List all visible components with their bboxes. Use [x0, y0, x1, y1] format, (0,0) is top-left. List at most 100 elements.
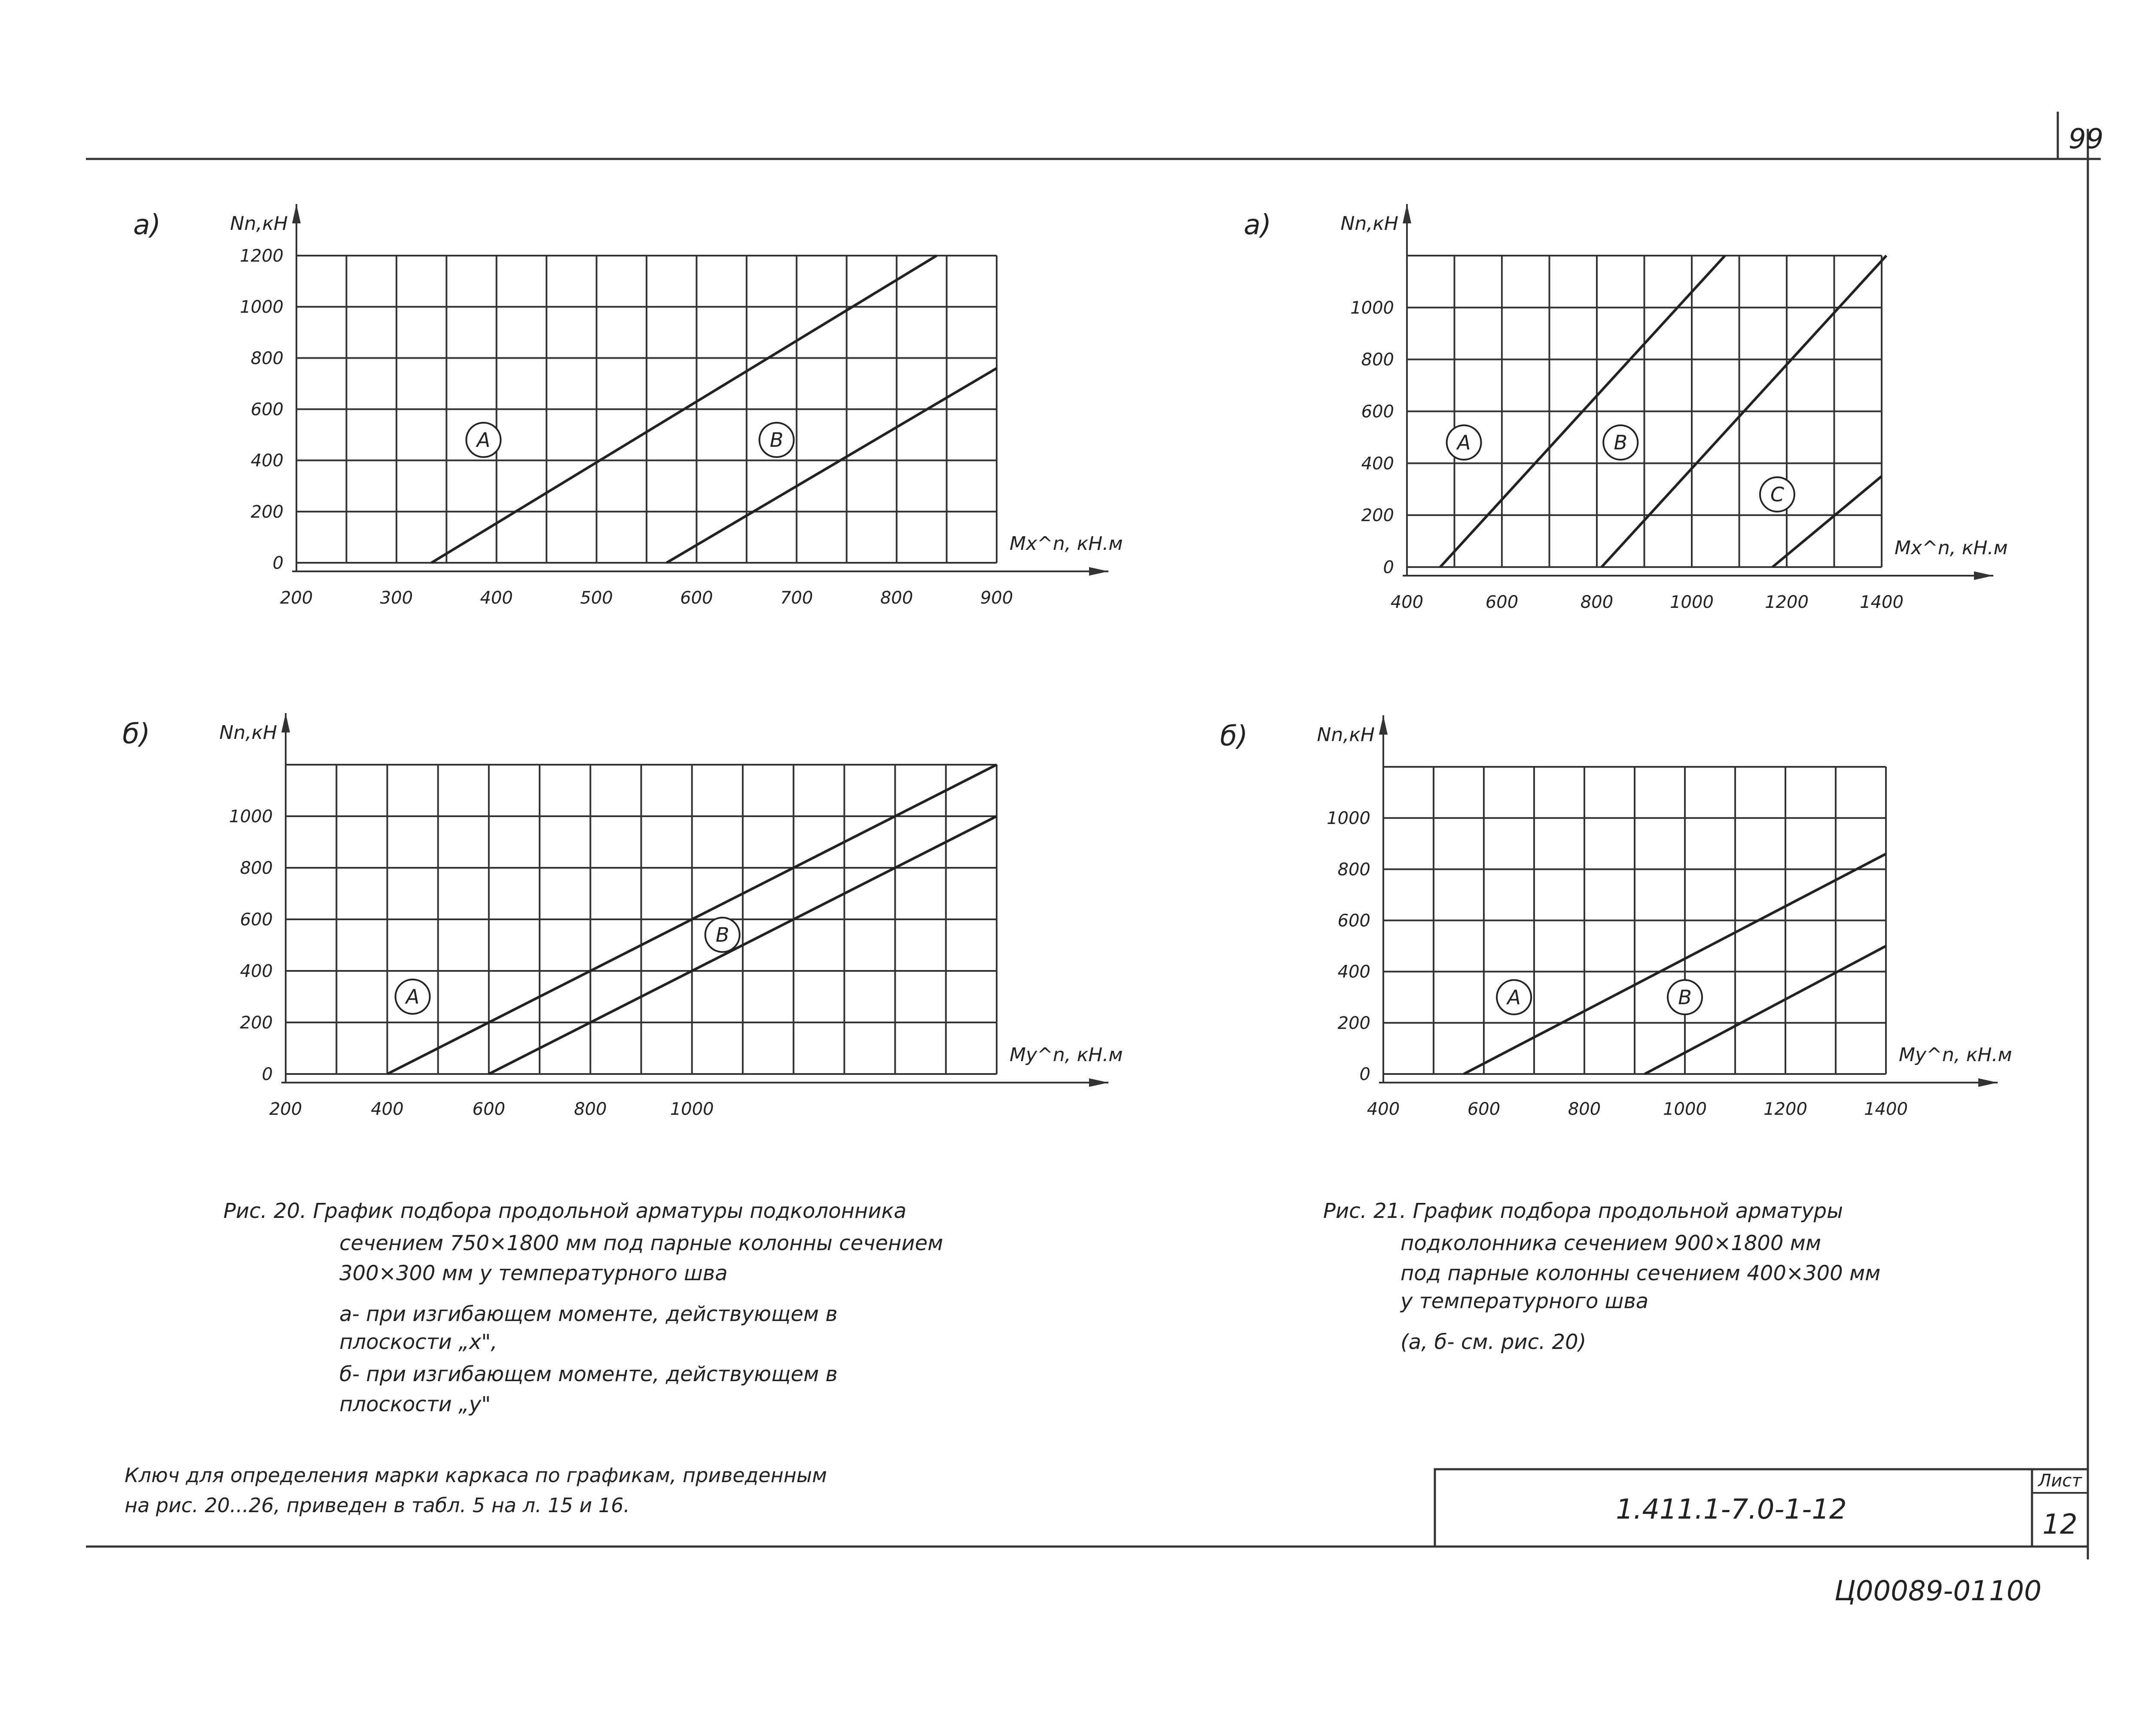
y-axis-arrow: [281, 713, 290, 732]
x-tick-label: 1200: [1764, 1099, 1807, 1119]
y-tick-label: 800: [240, 858, 273, 878]
y-axis-label: Nn,кН: [1341, 213, 1398, 235]
footnote-line: на рис. 20...26, приведен в табл. 5 на л…: [125, 1494, 630, 1517]
caption-fig20-line: плоскости „x",: [339, 1330, 497, 1354]
x-tick-label: 1000: [670, 1099, 714, 1119]
x-tick-label: 200: [269, 1099, 302, 1119]
y-tick-label: 200: [1338, 1013, 1370, 1033]
series-marker-circle: [465, 422, 502, 458]
series-marker-label: А: [476, 428, 490, 452]
x-tick-label: 200: [280, 588, 313, 608]
caption-fig20: Рис. 20. График подбора продольной армат…: [223, 1199, 943, 1416]
x-axis-arrow: [1974, 571, 1993, 580]
y-tick-label: 400: [1361, 454, 1394, 473]
caption-fig21-line: подколонника сечением 900×1800 мм: [1400, 1231, 1821, 1255]
footnote-line: Ключ для определения марки каркаса по гр…: [125, 1464, 827, 1487]
sheet-value: 12: [2042, 1509, 2077, 1541]
y-tick-label: 400: [240, 961, 273, 981]
y-tick-label: 0: [273, 553, 284, 573]
series-line: [1439, 254, 1726, 568]
footnote: Ключ для определения марки каркаса по гр…: [125, 1464, 827, 1517]
y-axis-label: Nn,кН: [220, 722, 277, 744]
series-marker-label: С: [1770, 483, 1784, 506]
x-tick-label: 400: [1367, 1099, 1400, 1119]
x-tick-label: 400: [1391, 592, 1423, 612]
y-tick-label: 600: [240, 910, 273, 930]
chart-fig20-a: 0 200 400 600 800 1000 1200 200 300 400 500 600 700 8…: [133, 204, 1123, 608]
x-axis-label: Mx^n, кН.м: [1010, 533, 1123, 555]
y-tick-label: 200: [1361, 506, 1394, 525]
y-tick-label: 400: [1338, 962, 1370, 982]
series-marker-label: В: [716, 923, 729, 946]
x-tick-label: 800: [880, 588, 913, 608]
panel-label: б): [122, 718, 150, 750]
x-axis-arrow: [1978, 1078, 1998, 1087]
series-marker-circle: [758, 422, 795, 458]
panel-label: а): [1244, 209, 1271, 241]
series-line: [430, 254, 937, 564]
title-block-frame: [1434, 1468, 2089, 1548]
x-tick-label: 1400: [1864, 1099, 1908, 1119]
caption-fig20-line: б- при изгибающем моменте, действующем в: [339, 1362, 838, 1386]
caption-fig20-line: 300×300 мм у температурного шва: [339, 1261, 728, 1285]
x-tick-label: 500: [580, 588, 613, 608]
y-tick-label: 600: [251, 400, 284, 420]
y-tick-label: 0: [262, 1065, 273, 1084]
y-tick-label: 600: [1361, 402, 1394, 422]
x-axis-arrow: [1089, 1078, 1108, 1087]
x-tick-label: 800: [574, 1099, 607, 1119]
caption-fig21-line: у температурного шва: [1400, 1289, 1648, 1313]
x-axis-arrow: [1089, 567, 1108, 576]
caption-fig21-line: Рис. 21. График подбора продольной армат…: [1323, 1199, 1843, 1223]
series-marker-circle: [1759, 476, 1795, 513]
y-axis-arrow: [1403, 204, 1411, 223]
series-marker-label: А: [405, 985, 419, 1008]
x-tick-label: 600: [1468, 1099, 1500, 1119]
x-tick-label: 1000: [1663, 1099, 1707, 1119]
x-tick-label: 800: [1580, 592, 1613, 612]
x-tick-label: 1200: [1765, 592, 1809, 612]
y-tick-label: 0: [1360, 1065, 1370, 1084]
series-marker-label: А: [1456, 431, 1471, 454]
series-marker-circle: [1446, 424, 1482, 461]
panel-label: б): [1220, 720, 1248, 752]
series-line: [1600, 254, 1888, 568]
series-marker-label: В: [1614, 431, 1627, 454]
sheet-label: Лист: [2037, 1471, 2082, 1491]
x-axis-label: My^n, кН.м: [1010, 1044, 1123, 1066]
caption-fig21-line: (а, б- см. рис. 20): [1400, 1330, 1586, 1354]
y-tick-label: 1200: [240, 246, 284, 266]
caption-fig21: Рис. 21. График подбора продольной армат…: [1323, 1199, 1880, 1354]
chart-fig21-a: 0 200 400 600 800 1000 400 600 800 1000 1200 1400 Nn…: [1244, 204, 2008, 612]
y-tick-label: 1000: [229, 807, 273, 827]
y-tick-label: 200: [251, 502, 284, 522]
y-tick-label: 800: [1338, 860, 1370, 879]
y-tick-label: 200: [240, 1013, 273, 1033]
series-marker-label: В: [1678, 985, 1692, 1009]
x-tick-label: 600: [680, 588, 713, 608]
y-axis-label: Nn,кН: [230, 213, 288, 235]
caption-fig20-line: Рис. 20. График подбора продольной армат…: [223, 1199, 906, 1223]
x-tick-label: 300: [380, 588, 413, 608]
caption-fig20-line: а- при изгибающем моменте, действующем в: [339, 1302, 838, 1326]
caption-fig21-line: под парные колонны сечением 400×300 мм: [1400, 1261, 1880, 1285]
x-axis-label: Mx^n, кН.м: [1895, 537, 2008, 559]
series-line: [488, 815, 998, 1075]
caption-fig20-line: сечением 750×1800 мм под парные колонны …: [339, 1231, 943, 1255]
series-marker-circle: [704, 917, 741, 953]
title-block: 1.411.1-7.0-1-12 Лист 12: [1434, 1468, 2089, 1548]
x-tick-label: 600: [473, 1099, 505, 1119]
y-axis-arrow: [1379, 715, 1388, 735]
series-marker-label: А: [1506, 985, 1520, 1009]
x-tick-label: 400: [480, 588, 513, 608]
series-line: [1771, 475, 1883, 568]
x-axis-label: My^n, кН.м: [1899, 1044, 2012, 1066]
series-marker-circle: [1496, 979, 1532, 1016]
x-tick-label: 600: [1486, 592, 1518, 612]
y-axis-label: Nn,кН: [1317, 724, 1375, 746]
x-tick-label: 400: [371, 1099, 403, 1119]
y-tick-label: 1000: [1350, 298, 1394, 318]
x-tick-label: 700: [780, 588, 813, 608]
y-tick-label: 1000: [240, 297, 284, 317]
